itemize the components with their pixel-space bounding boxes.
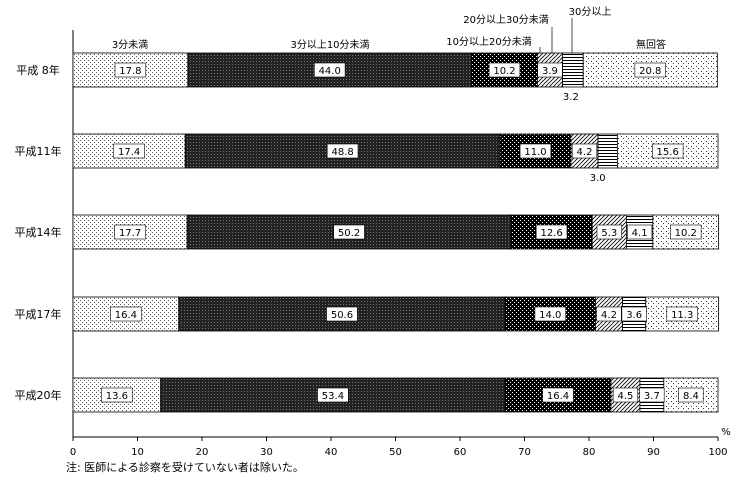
data-label: 15.6 bbox=[657, 147, 679, 158]
data-label-box bbox=[612, 387, 639, 403]
data-label-box bbox=[114, 62, 147, 78]
bar-segment bbox=[597, 133, 618, 169]
data-label: 16.4 bbox=[547, 391, 569, 402]
data-label: 12.6 bbox=[540, 228, 562, 239]
footnote: 注: 医師による診察を受けていない者は除いた。 bbox=[66, 461, 304, 474]
category-label: 平成20年 bbox=[15, 388, 62, 402]
bars bbox=[72, 52, 720, 413]
legend-label: 3分以上10分未満 bbox=[290, 39, 369, 51]
data-label: 3.6 bbox=[626, 310, 642, 321]
data-label-box bbox=[113, 143, 145, 159]
x-axis-unit: % bbox=[721, 427, 731, 438]
data-label-box bbox=[519, 143, 552, 159]
x-tick-label: 100 bbox=[708, 447, 727, 458]
data-label: 50.6 bbox=[331, 310, 353, 321]
data-label: 4.2 bbox=[601, 310, 617, 321]
category-label: 平成17年 bbox=[15, 307, 62, 321]
x-tick-label: 50 bbox=[389, 447, 402, 458]
data-label-box bbox=[634, 62, 666, 78]
category-label: 平成11年 bbox=[15, 144, 62, 158]
data-label: 17.4 bbox=[118, 147, 140, 158]
data-label-box bbox=[627, 224, 653, 240]
bar-segment bbox=[562, 52, 584, 88]
x-tick-label: 90 bbox=[647, 447, 660, 458]
data-label: 17.8 bbox=[119, 66, 141, 77]
data-label: 8.4 bbox=[683, 391, 699, 402]
data-label: 5.3 bbox=[601, 228, 617, 239]
data-label-box bbox=[333, 224, 365, 240]
category-label: 平成14年 bbox=[15, 225, 62, 239]
data-label: 17.7 bbox=[119, 228, 141, 239]
data-label-box bbox=[534, 306, 567, 322]
data-label: 11.0 bbox=[524, 147, 546, 158]
data-label: 50.2 bbox=[338, 228, 360, 239]
x-tick-label: 80 bbox=[583, 447, 596, 458]
data-label: 3.2 bbox=[563, 92, 579, 103]
data-label: 3.9 bbox=[542, 66, 558, 77]
data-label-box bbox=[670, 224, 702, 240]
data-label: 44.0 bbox=[319, 66, 341, 77]
legend-label: 20分以上30分未満 bbox=[463, 14, 548, 26]
category-label: 平成 8年 bbox=[16, 63, 60, 77]
legend-label: 無回答 bbox=[636, 38, 666, 51]
legend-label: 10分以上20分未満 bbox=[446, 36, 531, 48]
data-label: 11.3 bbox=[671, 310, 693, 321]
data-label-box bbox=[326, 306, 358, 322]
legend: 3分未満 3分以上10分未満 10分以上20分未満 20分以上30分未満 30分以上無回… bbox=[112, 6, 666, 53]
data-label: 20.8 bbox=[639, 66, 661, 77]
legend-label: 3分未満 bbox=[112, 39, 148, 51]
data-label-box bbox=[317, 387, 349, 403]
x-tick-label: 20 bbox=[196, 447, 209, 458]
data-label: 4.1 bbox=[632, 228, 648, 239]
data-label-box bbox=[314, 62, 346, 78]
data-label: 13.6 bbox=[106, 391, 128, 402]
data-label-box bbox=[537, 62, 563, 78]
data-label: 10.2 bbox=[675, 228, 697, 239]
data-label: 14.0 bbox=[539, 310, 561, 321]
data-label-box bbox=[678, 387, 704, 403]
x-axis: 0 10 20 30 40 50 60 70 80 90 100% 平成 8年平成11年平成14年平成… bbox=[15, 30, 731, 458]
data-label-box bbox=[639, 387, 665, 403]
bar-segment bbox=[160, 377, 506, 413]
x-tick-label: 10 bbox=[131, 447, 144, 458]
data-label-box bbox=[101, 387, 133, 403]
data-label-box bbox=[651, 143, 684, 159]
data-label: 10.2 bbox=[493, 66, 515, 77]
data-label-box bbox=[666, 306, 698, 322]
data-label-box bbox=[542, 387, 574, 403]
x-tick-label: 30 bbox=[260, 447, 273, 458]
data-label: 4.5 bbox=[617, 391, 633, 402]
data-label-box bbox=[488, 62, 521, 78]
value-labels: 17.8 44.0 10.2 3.9 3.2 20.8 17.4 48.8 11.0 4.2 3.0… bbox=[101, 62, 704, 403]
data-label-box bbox=[535, 224, 568, 240]
data-label: 3.0 bbox=[590, 173, 606, 184]
x-tick-label: 70 bbox=[518, 447, 531, 458]
data-label: 3.7 bbox=[644, 391, 660, 402]
data-label-box bbox=[621, 306, 647, 322]
data-label-box bbox=[571, 143, 598, 159]
x-tick-label: 40 bbox=[325, 447, 338, 458]
data-label: 53.4 bbox=[322, 391, 344, 402]
data-label: 4.2 bbox=[577, 147, 593, 158]
data-label-box bbox=[596, 224, 622, 240]
data-label-box bbox=[326, 143, 359, 159]
x-tick-label: 60 bbox=[454, 447, 467, 458]
data-label-box bbox=[114, 224, 146, 240]
legend-label: 30分以上 bbox=[569, 6, 612, 18]
data-label: 16.4 bbox=[115, 310, 137, 321]
x-tick-label: 0 bbox=[70, 447, 76, 458]
data-label-box bbox=[596, 306, 622, 322]
data-label: 48.8 bbox=[331, 147, 353, 158]
data-label-box bbox=[110, 306, 142, 322]
